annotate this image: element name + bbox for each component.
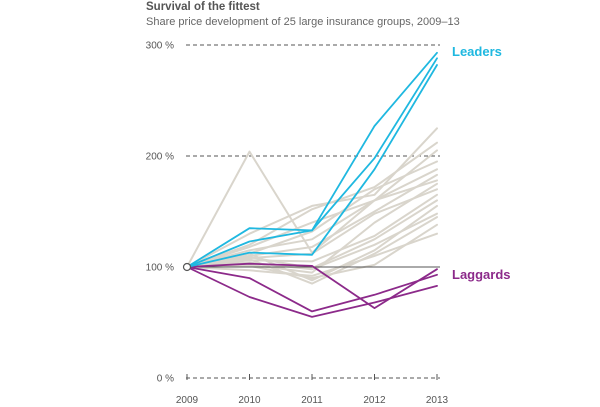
chart-subtitle: Share price development of 25 large insu… [146,16,460,28]
other-series-line [186,223,438,280]
y-tick-label: 100 % [146,263,174,274]
y-tick-label: 300 % [146,41,174,52]
y-tick-label: 0 % [157,374,174,385]
x-tick-label: 2011 [301,395,323,406]
gridlines [186,44,440,379]
chart-title: Survival of the fittest [146,1,260,13]
other-series-line [186,168,438,268]
origin-marker [182,262,192,272]
laggard-series [186,262,438,318]
x-tick-label: 2010 [238,395,261,406]
x-axis-labels: 2009 2010 2011 2012 2013 [176,374,449,406]
other-series-line [186,199,438,270]
laggards-label: Laggards [452,267,511,282]
other-series [186,127,438,285]
x-tick-label: 2012 [363,395,386,406]
laggard-series-line [186,262,438,310]
leader-series-line [186,57,438,268]
laggard-series-line [186,266,438,318]
leaders-label: Leaders [452,44,502,59]
x-tick-label: 2013 [426,395,449,406]
other-series-line [186,216,438,285]
other-series-line [186,141,438,268]
leader-series-line [186,64,438,268]
y-tick-label: 200 % [146,152,174,163]
leader-series [186,51,438,268]
leader-series-line [186,51,438,268]
laggard-series-line [186,266,438,313]
x-tick-label: 2009 [176,395,199,406]
y-axis-labels: 0 % 100 % 200 % 300 % [146,41,174,385]
other-series-line [186,149,438,268]
other-series-line [186,232,438,277]
